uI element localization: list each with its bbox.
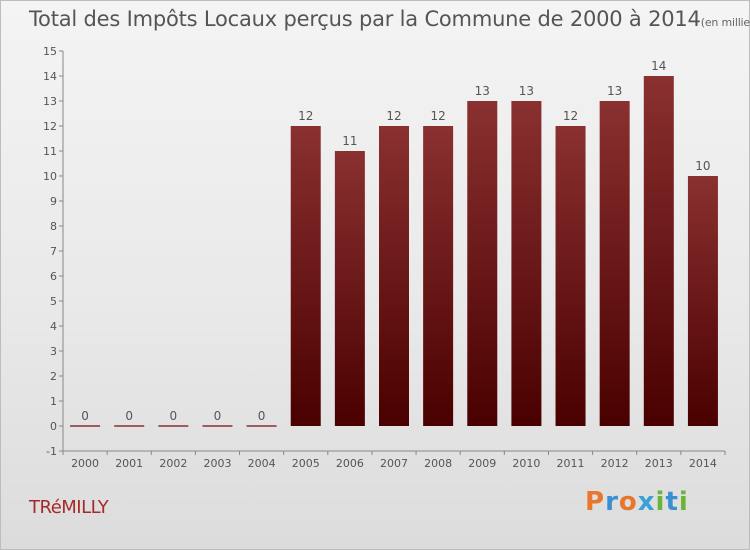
y-tick-label: 11 (43, 145, 57, 158)
x-tick-label: 2009 (468, 457, 496, 470)
value-label: 12 (430, 109, 445, 123)
value-label: 13 (607, 84, 622, 98)
x-tick-label: 2005 (292, 457, 320, 470)
value-label: 13 (519, 84, 534, 98)
y-tick-label: 9 (50, 195, 57, 208)
x-tick-labels: 2000 2001 2002 2003 2004 2005 2006 2007 2008 2009… (62, 451, 726, 470)
bar (643, 76, 674, 426)
bar (379, 126, 409, 426)
logo-letter: r (605, 487, 619, 517)
y-tick-label: 13 (43, 95, 57, 108)
x-tick-label: 2014 (689, 457, 717, 470)
x-tick-label: 2007 (380, 457, 408, 470)
value-label: 11 (342, 134, 357, 148)
y-tick-label: 5 (50, 295, 57, 308)
y-tick-label: 0 (50, 420, 57, 433)
bar (334, 151, 365, 426)
value-label: 12 (298, 109, 313, 123)
value-label: 0 (170, 409, 178, 423)
bar (467, 101, 498, 426)
value-labels: 0 0 0 0 0 12 11 12 12 13 13 12 13 14 10 (81, 59, 710, 423)
bars (70, 76, 718, 427)
x-tick-label: 2000 (71, 457, 99, 470)
x-tick-label: 2006 (336, 457, 364, 470)
y-tick-label: 4 (50, 320, 57, 333)
logo-letter: i (655, 487, 666, 517)
y-tick-label: 12 (43, 120, 57, 133)
value-label: 0 (125, 409, 133, 423)
chart-subtitle: (en milliers d'€) (700, 16, 750, 29)
bar (599, 101, 630, 426)
x-tick-label: 2011 (557, 457, 585, 470)
bar (290, 126, 321, 426)
x-tick-label: 2004 (248, 457, 276, 470)
value-label: 13 (475, 84, 490, 98)
value-label: 12 (563, 109, 578, 123)
chart-title: Total des Impôts Locaux perçus par la Co… (29, 7, 750, 31)
x-tick-label: 2008 (424, 457, 452, 470)
y-tick-label: 6 (50, 270, 57, 283)
value-label: 0 (214, 409, 222, 423)
commune-name: TRéMILLY (29, 497, 109, 518)
x-tick-label: 2003 (203, 457, 231, 470)
logo-letter: t (665, 487, 679, 517)
logo-letter: o (618, 487, 638, 517)
y-tick-label: 7 (50, 245, 57, 258)
y-tick-label: 10 (43, 170, 57, 183)
logo-letter: x (637, 487, 656, 517)
value-label: 10 (695, 159, 710, 173)
bar (555, 126, 586, 426)
logo-letter: P (585, 487, 606, 517)
bar (423, 126, 454, 426)
y-tick-label: 14 (43, 70, 57, 83)
value-label: 14 (651, 59, 666, 73)
y-tick-label: 15 (43, 45, 57, 58)
x-tick-label: 2001 (115, 457, 143, 470)
logo-letter: i (678, 487, 689, 517)
value-label: 0 (258, 409, 266, 423)
y-tick-label: -1 (46, 445, 57, 458)
y-tick-label: 3 (50, 345, 57, 358)
y-tick-label: 8 (50, 220, 57, 233)
bar (687, 176, 718, 426)
title-text: Total des Impôts Locaux perçus par la Co… (29, 7, 701, 31)
y-tick-label: 1 (50, 395, 57, 408)
value-label: 12 (386, 109, 401, 123)
x-tick-label: 2013 (645, 457, 673, 470)
bar (511, 101, 542, 426)
y-tick-label: 2 (50, 370, 57, 383)
proxiti-logo: Proxiti (585, 487, 689, 517)
value-label: 0 (81, 409, 89, 423)
x-tick-label: 2002 (159, 457, 187, 470)
x-tick-label: 2012 (601, 457, 629, 470)
x-tick-label: 2010 (512, 457, 540, 470)
